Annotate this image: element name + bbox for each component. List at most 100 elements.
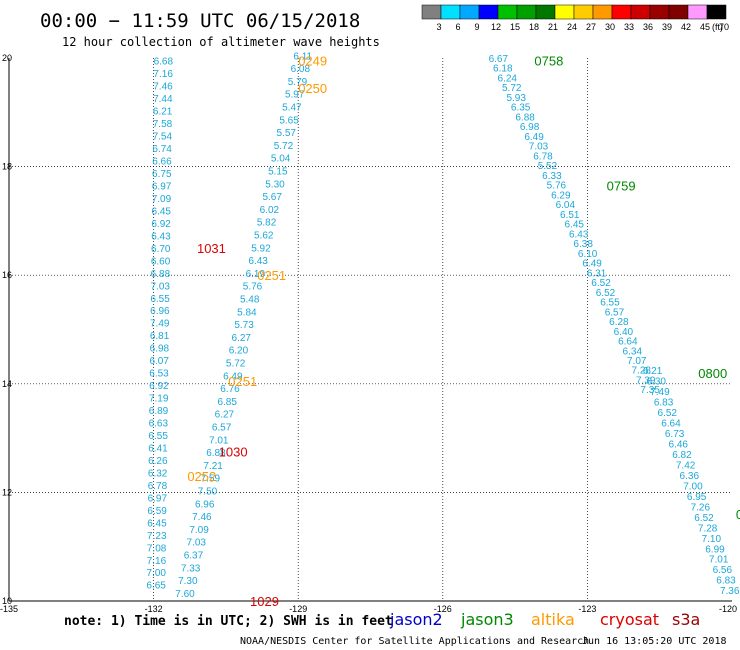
satellite-name-jason3: jason3 bbox=[460, 610, 514, 629]
satellite-legend: jason2 jason3 altika cryosat s3a bbox=[389, 610, 700, 629]
pass-time-label: 1031 bbox=[197, 241, 226, 256]
swh-value: 7.49 bbox=[650, 387, 670, 398]
swh-value: 7.07 bbox=[627, 356, 647, 367]
swh-value: 6.49 bbox=[582, 259, 602, 270]
swh-value: 6.18 bbox=[493, 64, 513, 75]
swh-value: 6.21 bbox=[153, 107, 173, 118]
swh-value: 6.10 bbox=[578, 249, 598, 260]
swh-value: 5.76 bbox=[243, 282, 263, 293]
swh-value: 5.72 bbox=[226, 358, 246, 369]
units-note: note: 1) Time is in UTC; 2) SWH is in fe… bbox=[64, 614, 393, 629]
swh-value: 6.28 bbox=[609, 317, 629, 328]
swh-value: 6.19 bbox=[246, 269, 266, 280]
satellite-name-jason2: jason2 bbox=[389, 610, 443, 629]
legend-unit: (ft) bbox=[712, 22, 723, 32]
swh-value: 5.04 bbox=[271, 154, 291, 165]
legend-bin-label: 45 bbox=[700, 22, 710, 32]
legend-swatch bbox=[516, 4, 537, 20]
swh-value: 7.28 bbox=[631, 366, 651, 377]
swh-value: 7.01 bbox=[209, 435, 229, 446]
swh-value: 7.33 bbox=[181, 563, 201, 574]
swh-value: 6.52 bbox=[694, 513, 714, 524]
swh-value: 5.92 bbox=[251, 243, 271, 254]
swh-value: 6.97 bbox=[152, 181, 172, 192]
legend-swatch bbox=[611, 4, 632, 20]
swh-value: 6.78 bbox=[533, 151, 553, 162]
swh-tracks: 6.687.167.467.446.217.587.546.746.666.75… bbox=[146, 51, 739, 600]
swh-value: 6.53 bbox=[149, 369, 169, 380]
swh-value: 5.67 bbox=[262, 192, 282, 203]
swh-value: 7.16 bbox=[147, 556, 167, 567]
swh-value: 6.27 bbox=[215, 410, 235, 421]
swh-value: 6.04 bbox=[556, 200, 576, 211]
lon-tick-label: -129 bbox=[289, 604, 307, 614]
swh-value: 6.85 bbox=[217, 397, 237, 408]
swh-value: 6.55 bbox=[148, 431, 168, 442]
swh-value: 7.03 bbox=[529, 142, 549, 153]
swh-value: 6.92 bbox=[151, 219, 171, 230]
legend-bin-label: 21 bbox=[548, 22, 558, 32]
swh-value: 6.97 bbox=[148, 493, 168, 504]
swh-value: 6.32 bbox=[148, 468, 168, 479]
legend-swatch bbox=[554, 4, 575, 20]
swh-value: 5.76 bbox=[547, 181, 567, 192]
swh-value: 6.55 bbox=[150, 294, 170, 305]
legend-bin-label: 27 bbox=[586, 22, 596, 32]
legend-bin-label: 3 bbox=[436, 22, 441, 32]
swh-value: 5.93 bbox=[506, 93, 526, 104]
legend-swatch bbox=[573, 4, 594, 20]
swh-value: 7.35 bbox=[640, 385, 660, 396]
swh-value: 5.82 bbox=[257, 218, 277, 229]
swh-value: 6.67 bbox=[489, 54, 509, 65]
swh-value: 6.37 bbox=[184, 550, 204, 561]
swh-value: 7.28 bbox=[698, 523, 718, 534]
swh-value: 6.49 bbox=[223, 371, 243, 382]
lat-tick-label: 20 bbox=[2, 53, 12, 63]
swh-value: 7.08 bbox=[147, 543, 167, 554]
lon-tick-label: -135 bbox=[0, 604, 18, 614]
legend-swatch bbox=[706, 4, 727, 20]
swh-value: 6.78 bbox=[148, 481, 168, 492]
swh-value: 6.63 bbox=[149, 419, 169, 430]
swh-value: 6.83 bbox=[716, 576, 736, 587]
swh-value: 6.34 bbox=[623, 346, 643, 357]
swh-value: 7.01 bbox=[709, 555, 729, 566]
swh-value: 6.83 bbox=[654, 398, 674, 409]
swh-value: 7.00 bbox=[683, 481, 703, 492]
lon-tick-label: -120 bbox=[719, 604, 737, 614]
legend-bin-label: 15 bbox=[510, 22, 520, 32]
swh-value: 6.96 bbox=[195, 499, 215, 510]
swh-value: 7.50 bbox=[198, 486, 218, 497]
swh-value: 6.64 bbox=[618, 337, 638, 348]
swh-value: 7.09 bbox=[152, 194, 172, 205]
swh-value: 6.11 bbox=[293, 51, 312, 62]
swh-value: 5.79 bbox=[288, 77, 308, 88]
legend-swatch bbox=[459, 4, 480, 20]
swh-value: 6.45 bbox=[147, 518, 167, 529]
satellite-name-s3a: s3a bbox=[672, 610, 700, 629]
swh-value: 7.03 bbox=[151, 281, 171, 292]
swh-value: 5.15 bbox=[268, 166, 288, 177]
pass-time-label: 0758 bbox=[534, 54, 563, 69]
swh-value: 5.57 bbox=[277, 128, 297, 139]
credit-text: NOAA/NESDIS Center for Satellite Applica… bbox=[240, 636, 589, 647]
swh-value: 7.10 bbox=[702, 534, 722, 545]
swh-value: 6.95 bbox=[687, 492, 707, 503]
legend-swatch bbox=[478, 4, 499, 20]
legend-bin-label: 70 bbox=[719, 22, 729, 32]
pass-time-label: 0250 bbox=[298, 81, 327, 96]
timestamp-text: Jun 16 13:05:20 UTC 2018 bbox=[582, 636, 727, 647]
map-frame bbox=[8, 58, 732, 602]
swh-value: 6.43 bbox=[248, 256, 268, 267]
swh-value: 7.58 bbox=[153, 119, 173, 130]
swh-value: 6.33 bbox=[542, 171, 562, 182]
swh-value: 5.30 bbox=[265, 179, 285, 190]
swh-value: 6.99 bbox=[705, 544, 725, 555]
pass-time-label: 1030 bbox=[219, 445, 248, 460]
swh-value: 7.39 bbox=[636, 375, 656, 386]
swh-value: 6.41 bbox=[148, 443, 168, 454]
swh-value: 6.46 bbox=[669, 440, 689, 451]
swh-value: 7.42 bbox=[676, 460, 696, 471]
